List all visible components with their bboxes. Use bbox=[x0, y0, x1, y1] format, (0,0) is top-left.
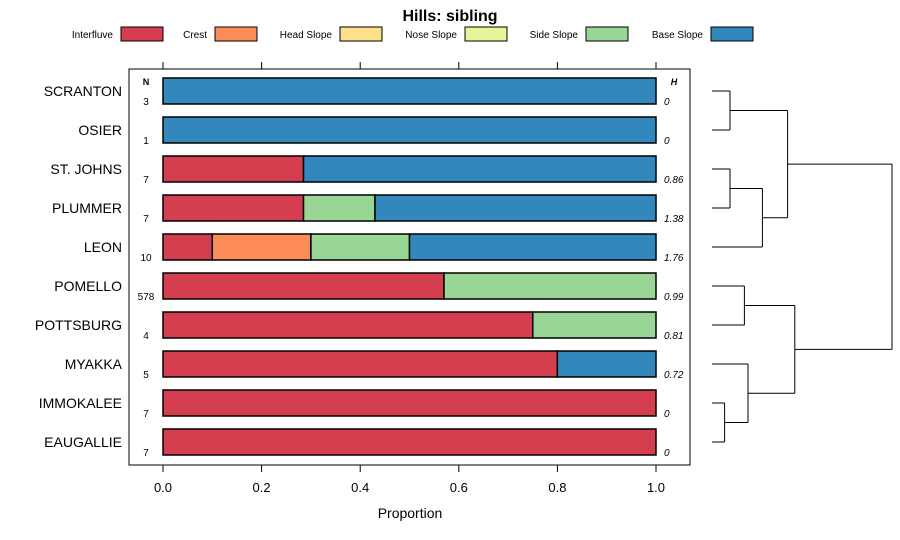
n-value: 7 bbox=[143, 448, 149, 459]
category-label: LEON bbox=[84, 239, 122, 255]
n-labels: 3 1 7 7 10 578 4 5 7 7 bbox=[138, 97, 155, 459]
h-value: 0.99 bbox=[664, 292, 684, 303]
bar-segment bbox=[211, 233, 312, 261]
category-label: IMMOKALEE bbox=[39, 395, 122, 411]
bar-segment bbox=[302, 194, 376, 222]
bars-layer bbox=[162, 77, 657, 456]
bar-segment bbox=[374, 194, 657, 222]
category-label: POTTSBURG bbox=[35, 317, 122, 333]
category-label: SCRANTON bbox=[44, 83, 122, 99]
legend-swatch bbox=[120, 26, 164, 42]
bar-segment bbox=[162, 272, 445, 300]
bar-segment bbox=[162, 194, 305, 222]
x-axis: 0.0 0.2 0.4 0.6 0.8 1.0 bbox=[154, 62, 665, 495]
bar-segment bbox=[302, 155, 657, 183]
x-axis-label: Proportion bbox=[378, 505, 443, 521]
bar-segment bbox=[162, 77, 657, 105]
h-value: 0 bbox=[664, 97, 670, 108]
bar-segment bbox=[532, 311, 657, 339]
category-label: OSIER bbox=[78, 122, 122, 138]
legend-label: Crest bbox=[183, 30, 207, 41]
n-value: 3 bbox=[143, 97, 149, 108]
category-label: ST. JOHNS bbox=[50, 161, 122, 177]
h-value: 0 bbox=[664, 136, 670, 147]
category-label: POMELLO bbox=[54, 278, 122, 294]
legend-swatch bbox=[214, 26, 258, 42]
x-tick-label: 0.0 bbox=[154, 480, 172, 495]
x-tick-label: 0.6 bbox=[450, 480, 468, 495]
bar-segment bbox=[162, 116, 657, 144]
n-value: 4 bbox=[143, 331, 149, 342]
h-value: 0.86 bbox=[664, 175, 684, 186]
legend-swatch bbox=[710, 26, 754, 42]
x-tick-label: 1.0 bbox=[647, 480, 665, 495]
h-value: 0.81 bbox=[664, 331, 683, 342]
bar-segment bbox=[162, 311, 534, 339]
category-labels: SCRANTON OSIER ST. JOHNS PLUMMER LEON POMELLO… bbox=[35, 83, 123, 450]
legend-label: Base Slope bbox=[652, 30, 704, 41]
h-value: 1.38 bbox=[664, 214, 684, 225]
bar-segment bbox=[162, 428, 657, 456]
x-tick-label: 0.8 bbox=[548, 480, 566, 495]
bar-segment bbox=[408, 233, 657, 261]
n-value: 5 bbox=[143, 370, 149, 381]
legend-label: Head Slope bbox=[280, 30, 333, 41]
h-value: 0 bbox=[664, 448, 670, 459]
legend-swatch bbox=[339, 26, 383, 42]
chart-title: Hills: sibling bbox=[402, 8, 497, 25]
legend-swatch bbox=[585, 26, 629, 42]
bar-segment bbox=[443, 272, 657, 300]
bar-segment bbox=[162, 155, 305, 183]
n-value: 7 bbox=[143, 175, 149, 186]
n-value: 578 bbox=[138, 292, 155, 303]
legend-swatch bbox=[464, 26, 508, 42]
x-tick-label: 0.4 bbox=[351, 480, 369, 495]
bar-segment bbox=[310, 233, 411, 261]
n-header: N bbox=[143, 77, 150, 87]
h-header: H bbox=[671, 77, 678, 87]
plot-panel bbox=[128, 68, 691, 466]
bar-segment bbox=[556, 350, 657, 378]
category-label: EAUGALLIE bbox=[44, 434, 122, 450]
h-labels: 0 0 0.86 1.38 1.76 0.99 0.81 0.72 0 0 bbox=[664, 97, 684, 459]
h-value: 0.72 bbox=[664, 370, 684, 381]
n-value: 10 bbox=[140, 253, 152, 264]
dendrogram bbox=[712, 90, 893, 443]
bar-segment bbox=[162, 350, 559, 378]
legend-label: Side Slope bbox=[530, 30, 579, 41]
legend: Interfluve Crest Head Slope Nose Slope Side … bbox=[72, 26, 754, 42]
n-value: 7 bbox=[143, 409, 149, 420]
h-value: 0 bbox=[664, 409, 670, 420]
bar-segment bbox=[162, 389, 657, 417]
bar-segment bbox=[162, 233, 214, 261]
category-label: MYAKKA bbox=[65, 356, 123, 372]
h-value: 1.76 bbox=[664, 253, 684, 264]
x-tick-label: 0.2 bbox=[253, 480, 271, 495]
n-value: 7 bbox=[143, 214, 149, 225]
legend-label: Nose Slope bbox=[405, 30, 457, 41]
n-value: 1 bbox=[143, 136, 149, 147]
category-label: PLUMMER bbox=[52, 200, 122, 216]
legend-label: Interfluve bbox=[72, 30, 114, 41]
